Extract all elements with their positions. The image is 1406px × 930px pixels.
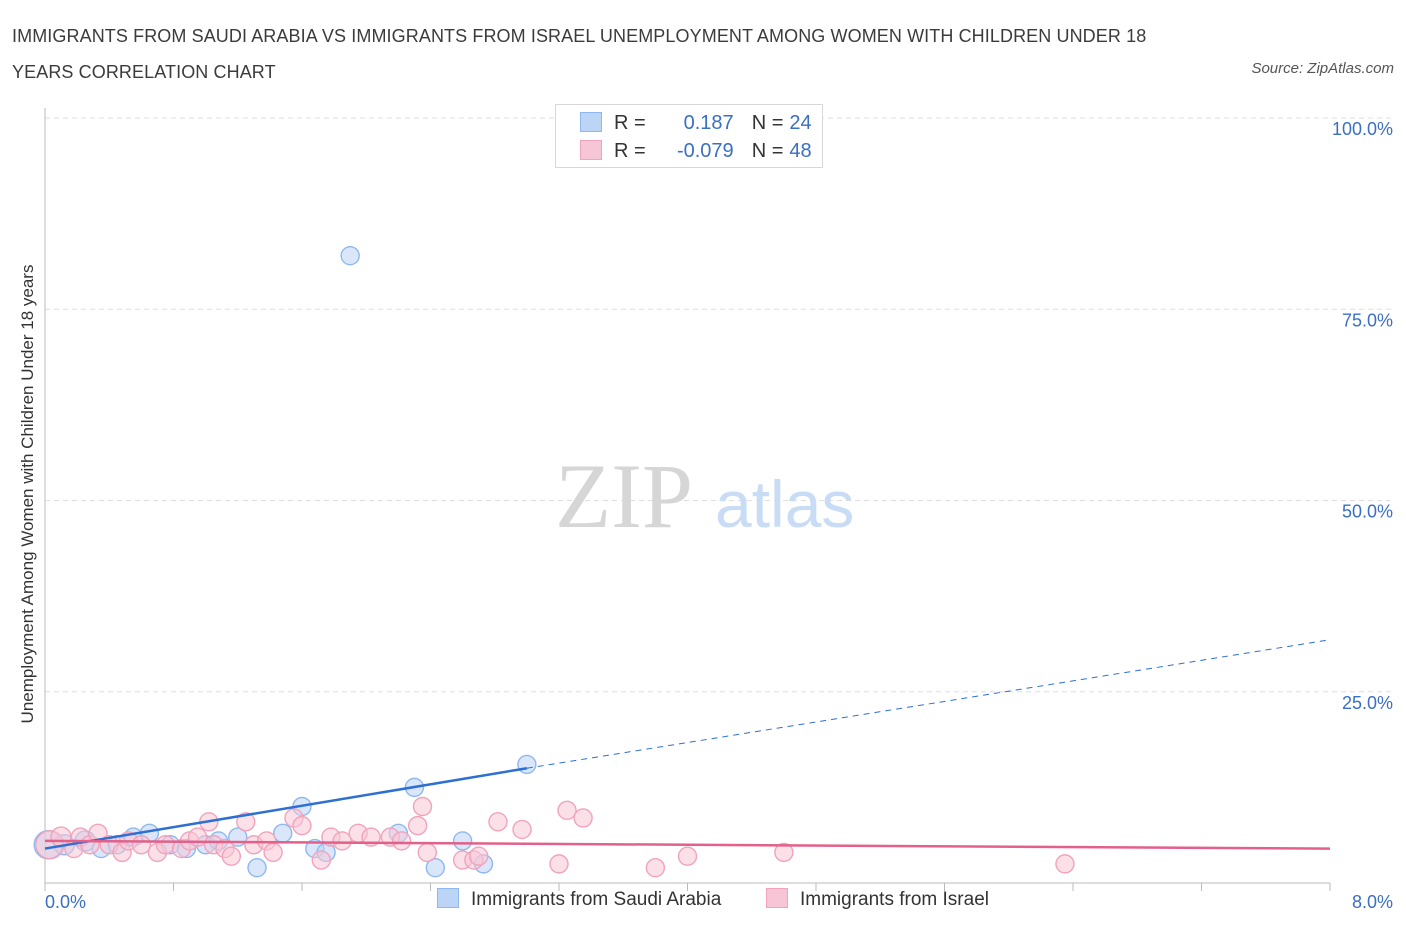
watermark-zip: ZIP <box>555 445 693 547</box>
chart-source: Source: ZipAtlas.com <box>1251 60 1394 77</box>
data-point-saudi-arabia <box>452 831 473 851</box>
watermark-atlas: atlas <box>715 467 854 541</box>
series-legend-swatch-saudi <box>437 888 459 908</box>
data-point-israel <box>468 846 489 866</box>
legend-n-value-israel: 48 <box>789 140 812 162</box>
series-legend-israel: Immigrants from Israel <box>766 888 989 911</box>
data-point-israel <box>236 812 256 832</box>
legend-r-value-israel: -0.079 <box>676 140 734 162</box>
y-tick-label: 50.0% <box>1342 502 1393 522</box>
data-point-saudi-arabia <box>425 858 446 878</box>
y-tick-label: 25.0% <box>1342 693 1393 713</box>
trend-line-israel <box>44 839 1331 850</box>
data-point-israel <box>488 812 508 832</box>
data-point-israel <box>407 815 428 836</box>
legend-r-value-saudi: 0.187 <box>683 112 734 134</box>
data-point-israel <box>412 796 433 817</box>
data-point-israel <box>187 827 208 847</box>
data-point-israel <box>573 808 593 828</box>
x-tick-label-max: 8.0% <box>1352 892 1393 912</box>
data-point-israel <box>332 831 352 851</box>
series-legend-swatch-israel <box>766 888 788 908</box>
data-point-israel <box>1055 854 1075 874</box>
series-legend-saudi: Immigrants from Saudi Arabia <box>437 888 721 911</box>
data-point-saudi-arabia <box>247 858 267 878</box>
data-point-israel <box>292 815 312 836</box>
series-legend-label-saudi: Immigrants from Saudi Arabia <box>471 889 722 910</box>
data-point-israel <box>263 842 283 863</box>
data-point-israel <box>311 850 331 870</box>
data-point-israel <box>549 854 569 874</box>
chart-title: IMMIGRANTS FROM SAUDI ARABIA VS IMMIGRAN… <box>12 26 1147 82</box>
data-point-israel <box>557 800 577 821</box>
trend-line-saudi-arabia-extension <box>526 639 1331 769</box>
data-point-israel <box>155 835 176 855</box>
y-tick-label: 75.0% <box>1342 310 1393 330</box>
x-tick-label-min: 0.0% <box>45 892 86 912</box>
legend-r-label: R = <box>614 112 646 134</box>
axes <box>44 108 1331 891</box>
data-point-israel <box>645 858 666 878</box>
trend-lines <box>44 639 1331 850</box>
data-point-saudi-arabia <box>340 245 360 266</box>
legend-n-value-saudi: 24 <box>789 112 812 134</box>
legend-swatch-saudi <box>580 112 602 132</box>
data-point-israel <box>221 846 242 866</box>
data-point-israel <box>131 835 152 855</box>
data-point-saudi-arabia <box>273 823 293 843</box>
series-legend-label-israel: Immigrants from Israel <box>800 889 989 910</box>
gridlines <box>45 117 1395 693</box>
data-point-israel <box>417 842 437 863</box>
trend-line-saudi-arabia <box>44 767 528 850</box>
data-points <box>33 245 1075 878</box>
data-point-israel <box>512 819 532 840</box>
data-point-israel <box>774 842 794 863</box>
correlation-legend: R = 0.187 N = 24 R = -0.079 N = 48 <box>555 104 823 168</box>
legend-n-label: N = <box>751 112 784 134</box>
legend-r-label: R = <box>614 140 646 162</box>
data-point-saudi-arabia <box>517 754 537 775</box>
legend-n-label: N = <box>751 140 784 162</box>
legend-swatch-israel <box>580 140 602 160</box>
tick-labels: 25.0% 50.0% 75.0% 100.0% 0.0% 8.0% <box>45 119 1393 912</box>
legend-row-saudi: R = 0.187 N = 24 <box>580 112 812 138</box>
data-point-israel <box>391 831 412 851</box>
y-tick-label: 100.0% <box>1332 119 1393 139</box>
legend-row-israel: R = -0.079 N = 48 <box>580 140 812 166</box>
data-point-israel <box>677 846 698 866</box>
